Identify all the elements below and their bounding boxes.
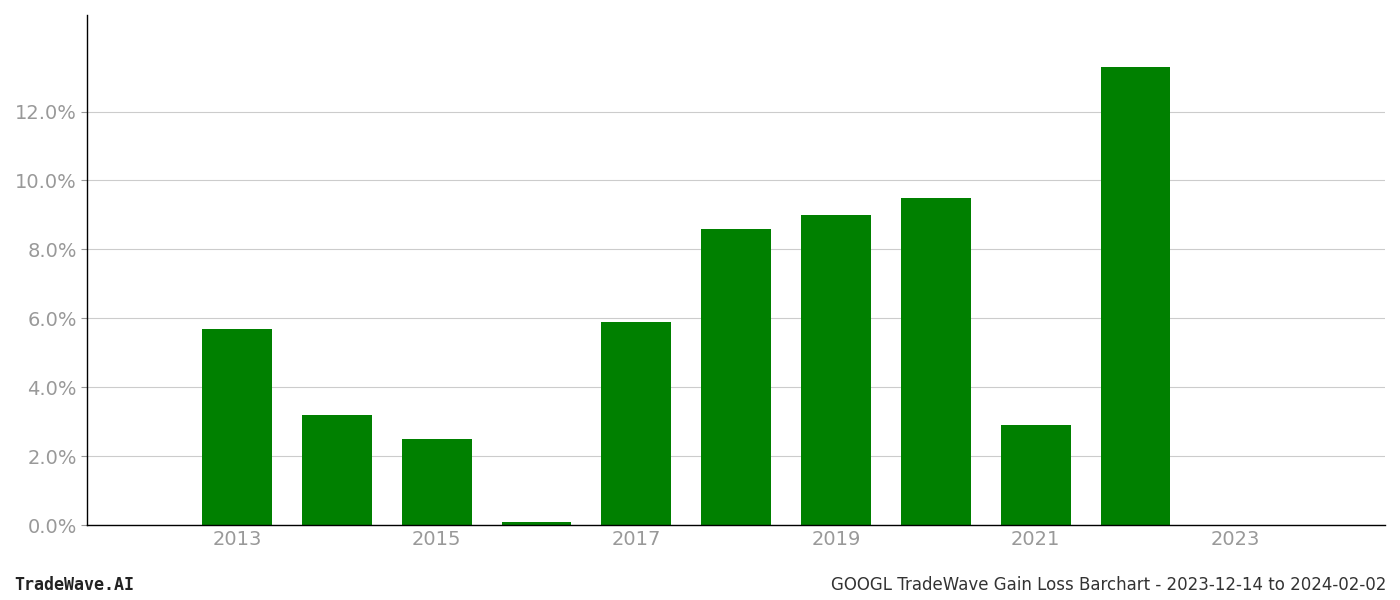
Text: TradeWave.AI: TradeWave.AI bbox=[14, 576, 134, 594]
Bar bbox=[501, 521, 571, 525]
Bar bbox=[701, 229, 771, 525]
Bar bbox=[900, 197, 970, 525]
Bar bbox=[1100, 67, 1170, 525]
Bar bbox=[202, 329, 272, 525]
Bar bbox=[302, 415, 372, 525]
Bar bbox=[1001, 425, 1071, 525]
Bar bbox=[602, 322, 671, 525]
Bar bbox=[801, 215, 871, 525]
Text: GOOGL TradeWave Gain Loss Barchart - 2023-12-14 to 2024-02-02: GOOGL TradeWave Gain Loss Barchart - 202… bbox=[830, 576, 1386, 594]
Bar bbox=[402, 439, 472, 525]
